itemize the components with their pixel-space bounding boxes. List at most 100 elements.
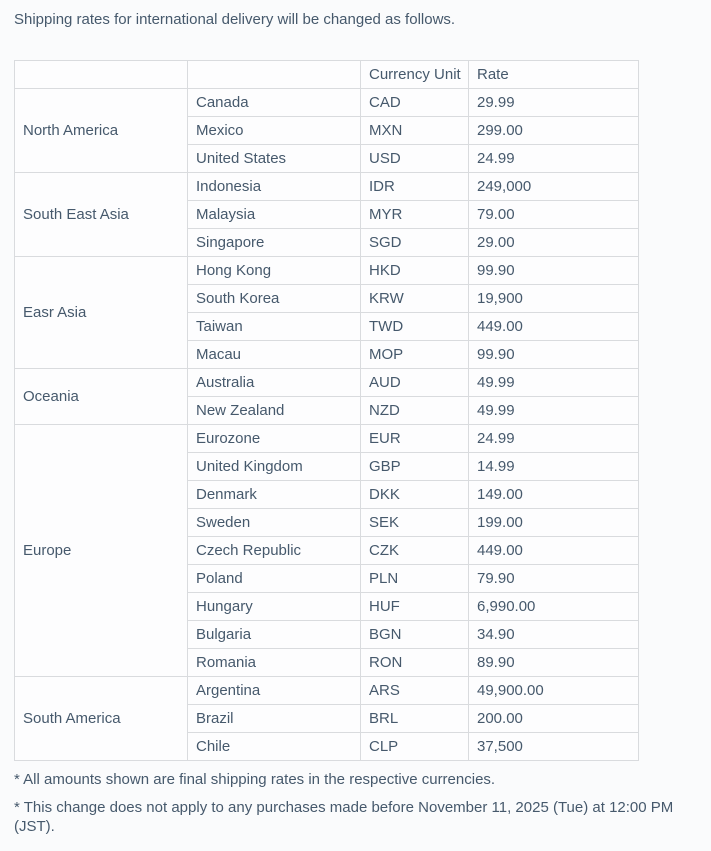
rate-cell: 49.99 [468,396,639,425]
currency-cell: HUF [360,592,469,621]
currency-cell: BGN [360,620,469,649]
currency-cell: TWD [360,312,469,341]
country-cell: Macau [187,340,361,369]
rate-cell: 24.99 [468,424,639,453]
rate-cell: 99.90 [468,256,639,285]
rate-cell: 449.00 [468,312,639,341]
table-row: Chile CLP 37,500 [15,732,639,761]
table-row: Sweden SEK 199.00 [15,508,639,537]
table-row: South Korea KRW 19,900 [15,284,639,313]
rate-cell: 149.00 [468,480,639,509]
region-cell: South America [14,676,188,761]
currency-cell: AUD [360,368,469,397]
country-cell: United Kingdom [187,452,361,481]
country-cell: Canada [187,88,361,117]
rate-cell: 6,990.00 [468,592,639,621]
table-header-row: Currency Unit Rate [14,60,639,89]
country-cell: Bulgaria [187,620,361,649]
region-cell: Oceania [14,368,188,425]
rate-cell: 24.99 [468,144,639,173]
rate-cell: 89.90 [468,648,639,677]
rate-cell: 14.99 [468,452,639,481]
country-cell: Singapore [187,228,361,257]
currency-cell: MYR [360,200,469,229]
table-row: United States USD 24.99 [15,144,639,173]
country-cell: Czech Republic [187,536,361,565]
country-cell: Eurozone [187,424,361,453]
currency-cell: BRL [360,704,469,733]
table-row: Romania RON 89.90 [15,648,639,677]
currency-cell: NZD [360,396,469,425]
currency-cell: SEK [360,508,469,537]
country-cell: Argentina [187,676,361,705]
col-header-region [14,60,188,89]
rate-cell: 79.90 [468,564,639,593]
country-cell: New Zealand [187,396,361,425]
country-cell: Indonesia [187,172,361,201]
currency-cell: ARS [360,676,469,705]
col-header-country [187,60,361,89]
table-row: Denmark DKK 149.00 [15,480,639,509]
country-cell: Malaysia [187,200,361,229]
country-cell: Hungary [187,592,361,621]
rate-cell: 199.00 [468,508,639,537]
rate-cell: 19,900 [468,284,639,313]
table-row: Macau MOP 99.90 [15,340,639,369]
rate-cell: 49,900.00 [468,676,639,705]
col-header-rate: Rate [468,60,639,89]
region-cell: Easr Asia [14,256,188,369]
region-cell: North America [14,88,188,173]
currency-cell: SGD [360,228,469,257]
region-cell: Europe [14,424,188,677]
table-row: North America Canada CAD 29.99 [14,88,639,173]
country-cell: Australia [187,368,361,397]
currency-cell: DKK [360,480,469,509]
rate-cell: 99.90 [468,340,639,369]
table-row: Malaysia MYR 79.00 [15,200,639,229]
currency-cell: MOP [360,340,469,369]
rate-cell: 37,500 [468,732,639,761]
currency-cell: GBP [360,452,469,481]
country-cell: Chile [187,732,361,761]
table-row: South America Argentina ARS 49,900.00 [14,676,639,761]
currency-cell: RON [360,648,469,677]
region-cell: South East Asia [14,172,188,257]
country-cell: Denmark [187,480,361,509]
country-cell: Romania [187,648,361,677]
footnote-currencies: * All amounts shown are final shipping r… [14,771,496,788]
currency-cell: USD [360,144,469,173]
table-row: Taiwan TWD 449.00 [15,312,639,341]
currency-cell: KRW [360,284,469,313]
shipping-rates-table: Currency Unit Rate North America Canada CA… [14,60,639,761]
rate-cell: 200.00 [468,704,639,733]
country-cell: South Korea [187,284,361,313]
table-row: Easr Asia Hong Kong HKD 99.90 [14,256,639,369]
rate-cell: 449.00 [468,536,639,565]
table-row: Oceania Australia AUD 49.99 [14,368,639,425]
table-row: United Kingdom GBP 14.99 [15,452,639,481]
table-row: New Zealand NZD 49.99 [15,396,639,425]
currency-cell: HKD [360,256,469,285]
country-cell: Mexico [187,116,361,145]
table-row: Bulgaria BGN 34.90 [15,620,639,649]
currency-cell: CZK [360,536,469,565]
currency-cell: EUR [360,424,469,453]
table-row: Singapore SGD 29.00 [15,228,639,257]
rate-cell: 79.00 [468,200,639,229]
country-cell: Brazil [187,704,361,733]
table-row: South East Asia Indonesia IDR 249,000 [14,172,639,257]
rate-cell: 249,000 [468,172,639,201]
rate-cell: 299.00 [468,116,639,145]
table-row: Mexico MXN 299.00 [15,116,639,145]
rate-cell: 29.99 [468,88,639,117]
country-cell: Taiwan [187,312,361,341]
country-cell: United States [187,144,361,173]
rate-cell: 29.00 [468,228,639,257]
rate-cell: 34.90 [468,620,639,649]
currency-cell: IDR [360,172,469,201]
currency-cell: CAD [360,88,469,117]
rate-cell: 49.99 [468,368,639,397]
intro-text: Shipping rates for international deliver… [14,11,456,28]
country-cell: Sweden [187,508,361,537]
